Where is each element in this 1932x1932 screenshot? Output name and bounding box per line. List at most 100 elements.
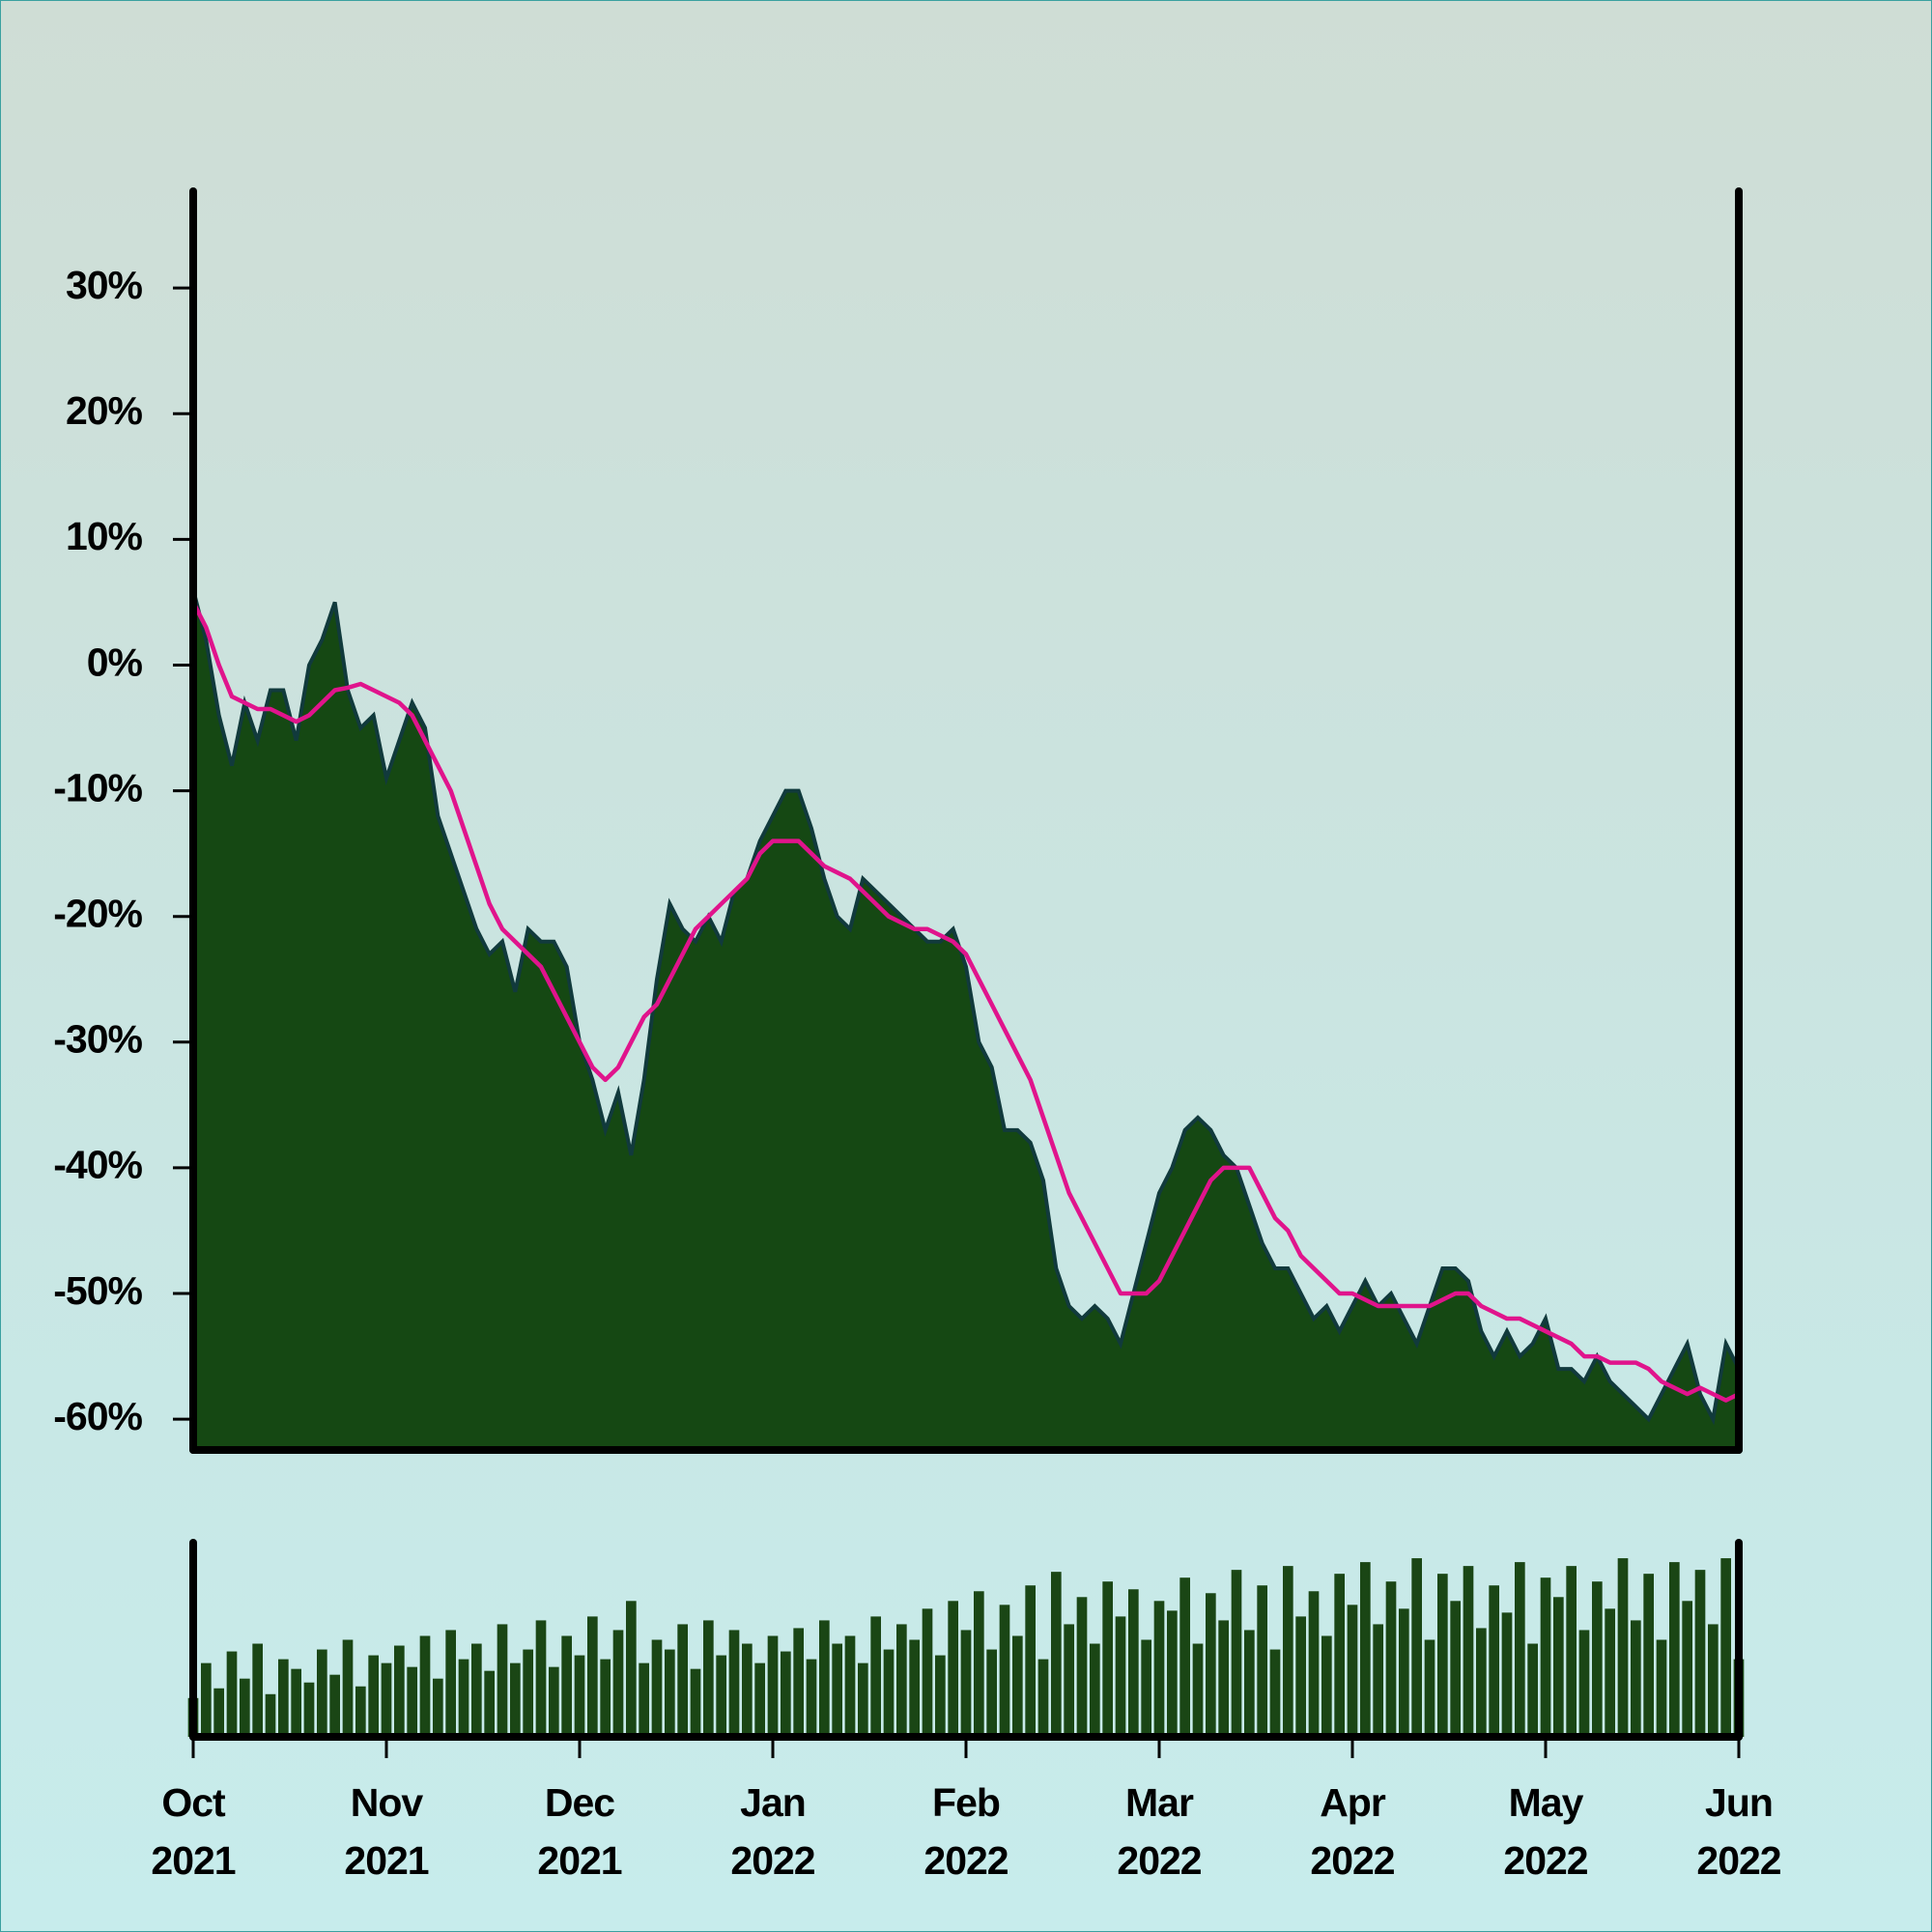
volume-bar [1347, 1605, 1358, 1737]
volume-bar [1592, 1581, 1603, 1737]
volume-bar [355, 1686, 366, 1737]
volume-bar [974, 1591, 984, 1737]
volume-bar [407, 1666, 417, 1737]
volume-bar [1720, 1558, 1731, 1737]
volume-bar [549, 1666, 559, 1737]
volume-bar [1167, 1610, 1178, 1737]
y-tick-label: -10% [53, 765, 142, 810]
volume-bar [883, 1649, 895, 1737]
volume-bar [523, 1649, 533, 1737]
volume-bar [1334, 1574, 1345, 1737]
y-tick-label: -30% [53, 1017, 142, 1062]
volume-bar [240, 1678, 250, 1737]
x-tick-label: Nov 2021 [344, 1780, 429, 1883]
volume-bar [1153, 1601, 1165, 1737]
volume-bar [1102, 1581, 1113, 1737]
moving-average [190, 601, 1740, 1403]
volume-bar [1128, 1589, 1139, 1737]
volume-bar [896, 1624, 907, 1737]
x-tick-label: Mar 2022 [1117, 1780, 1202, 1883]
volume-bar [1308, 1591, 1320, 1737]
volume-bar [728, 1630, 740, 1737]
volume-bar [1218, 1620, 1229, 1737]
volume-bar [497, 1624, 508, 1737]
volume-bar [665, 1649, 675, 1737]
volume-bar [1025, 1585, 1036, 1737]
volume-bar [1631, 1620, 1641, 1737]
volume-bar [317, 1649, 327, 1737]
volume-bar [1437, 1574, 1448, 1737]
volume-bar [948, 1601, 958, 1737]
volume-bar [1656, 1639, 1667, 1737]
volume-bar [754, 1662, 765, 1737]
volume-bar [922, 1608, 933, 1737]
y-tick-label: 0% [87, 639, 143, 684]
volume-bar [870, 1616, 881, 1737]
volume-bar [819, 1620, 830, 1737]
x-tick-label: May 2022 [1503, 1780, 1588, 1883]
x-tick-label: Jan 2022 [730, 1780, 815, 1883]
volume-bar [381, 1662, 392, 1737]
volume-bar [213, 1688, 224, 1737]
volume-bar [1244, 1630, 1255, 1737]
volume-bar [612, 1630, 624, 1737]
volume-bar [742, 1643, 753, 1737]
volume-bar [291, 1668, 301, 1737]
volume-bar [1617, 1558, 1629, 1737]
volume-bar [510, 1662, 521, 1737]
volume-bar [278, 1659, 289, 1737]
volume-bar [1694, 1570, 1706, 1737]
volume-bar [600, 1659, 611, 1737]
volume-bar [844, 1635, 856, 1737]
volume-bar [433, 1678, 443, 1737]
volume-bar [1283, 1566, 1293, 1737]
volume-bar [1037, 1659, 1049, 1737]
volume-bar [935, 1655, 946, 1737]
volume-bar [1463, 1566, 1474, 1737]
y-tick-label: -60% [53, 1394, 142, 1438]
volume-bar [1179, 1577, 1190, 1737]
volume-bar [368, 1655, 379, 1737]
y-tick-label: -20% [53, 892, 142, 936]
volume-bar [793, 1628, 804, 1737]
volume-bar [909, 1639, 920, 1737]
volume-bar [1373, 1624, 1383, 1737]
volume-bar [1360, 1562, 1371, 1737]
volume-bar [626, 1601, 637, 1737]
volume-bar [1708, 1624, 1719, 1737]
volume-bar [1411, 1558, 1422, 1737]
volume-bar [561, 1635, 572, 1737]
y-tick-label: -50% [53, 1268, 142, 1313]
volume-bar [1385, 1581, 1397, 1737]
volume-bar [677, 1624, 688, 1737]
volume-bar [1257, 1585, 1267, 1737]
volume-bar [767, 1635, 779, 1737]
volume-bar [394, 1645, 405, 1737]
x-tick-label: Feb 2022 [923, 1780, 1009, 1883]
volume-bar [1051, 1572, 1062, 1737]
volume-bar [1064, 1624, 1074, 1737]
volume-bar [716, 1655, 726, 1737]
volume-bar [201, 1662, 212, 1737]
volume-bar [1578, 1630, 1590, 1737]
volume-bar [1115, 1616, 1126, 1737]
volume-bar [806, 1659, 817, 1737]
volume-bar [1141, 1639, 1151, 1737]
volume-bar [419, 1635, 431, 1737]
volume-bar [303, 1682, 315, 1737]
volume-bar [226, 1651, 238, 1737]
volume-bar [1643, 1574, 1654, 1737]
volume-bar [858, 1662, 868, 1737]
volume-bar [1682, 1601, 1692, 1737]
volume-bar [252, 1643, 263, 1737]
volume-bar [1231, 1570, 1242, 1737]
volume-bar [1540, 1577, 1551, 1737]
y-tick-label: 30% [66, 263, 143, 307]
volume-bar [832, 1643, 842, 1737]
volume-bar [1192, 1643, 1204, 1737]
volume-bar [999, 1605, 1010, 1737]
volume-bar [781, 1651, 791, 1737]
volume-bar [1553, 1597, 1564, 1737]
volume-bar [265, 1693, 276, 1737]
volume-bar [587, 1616, 598, 1737]
